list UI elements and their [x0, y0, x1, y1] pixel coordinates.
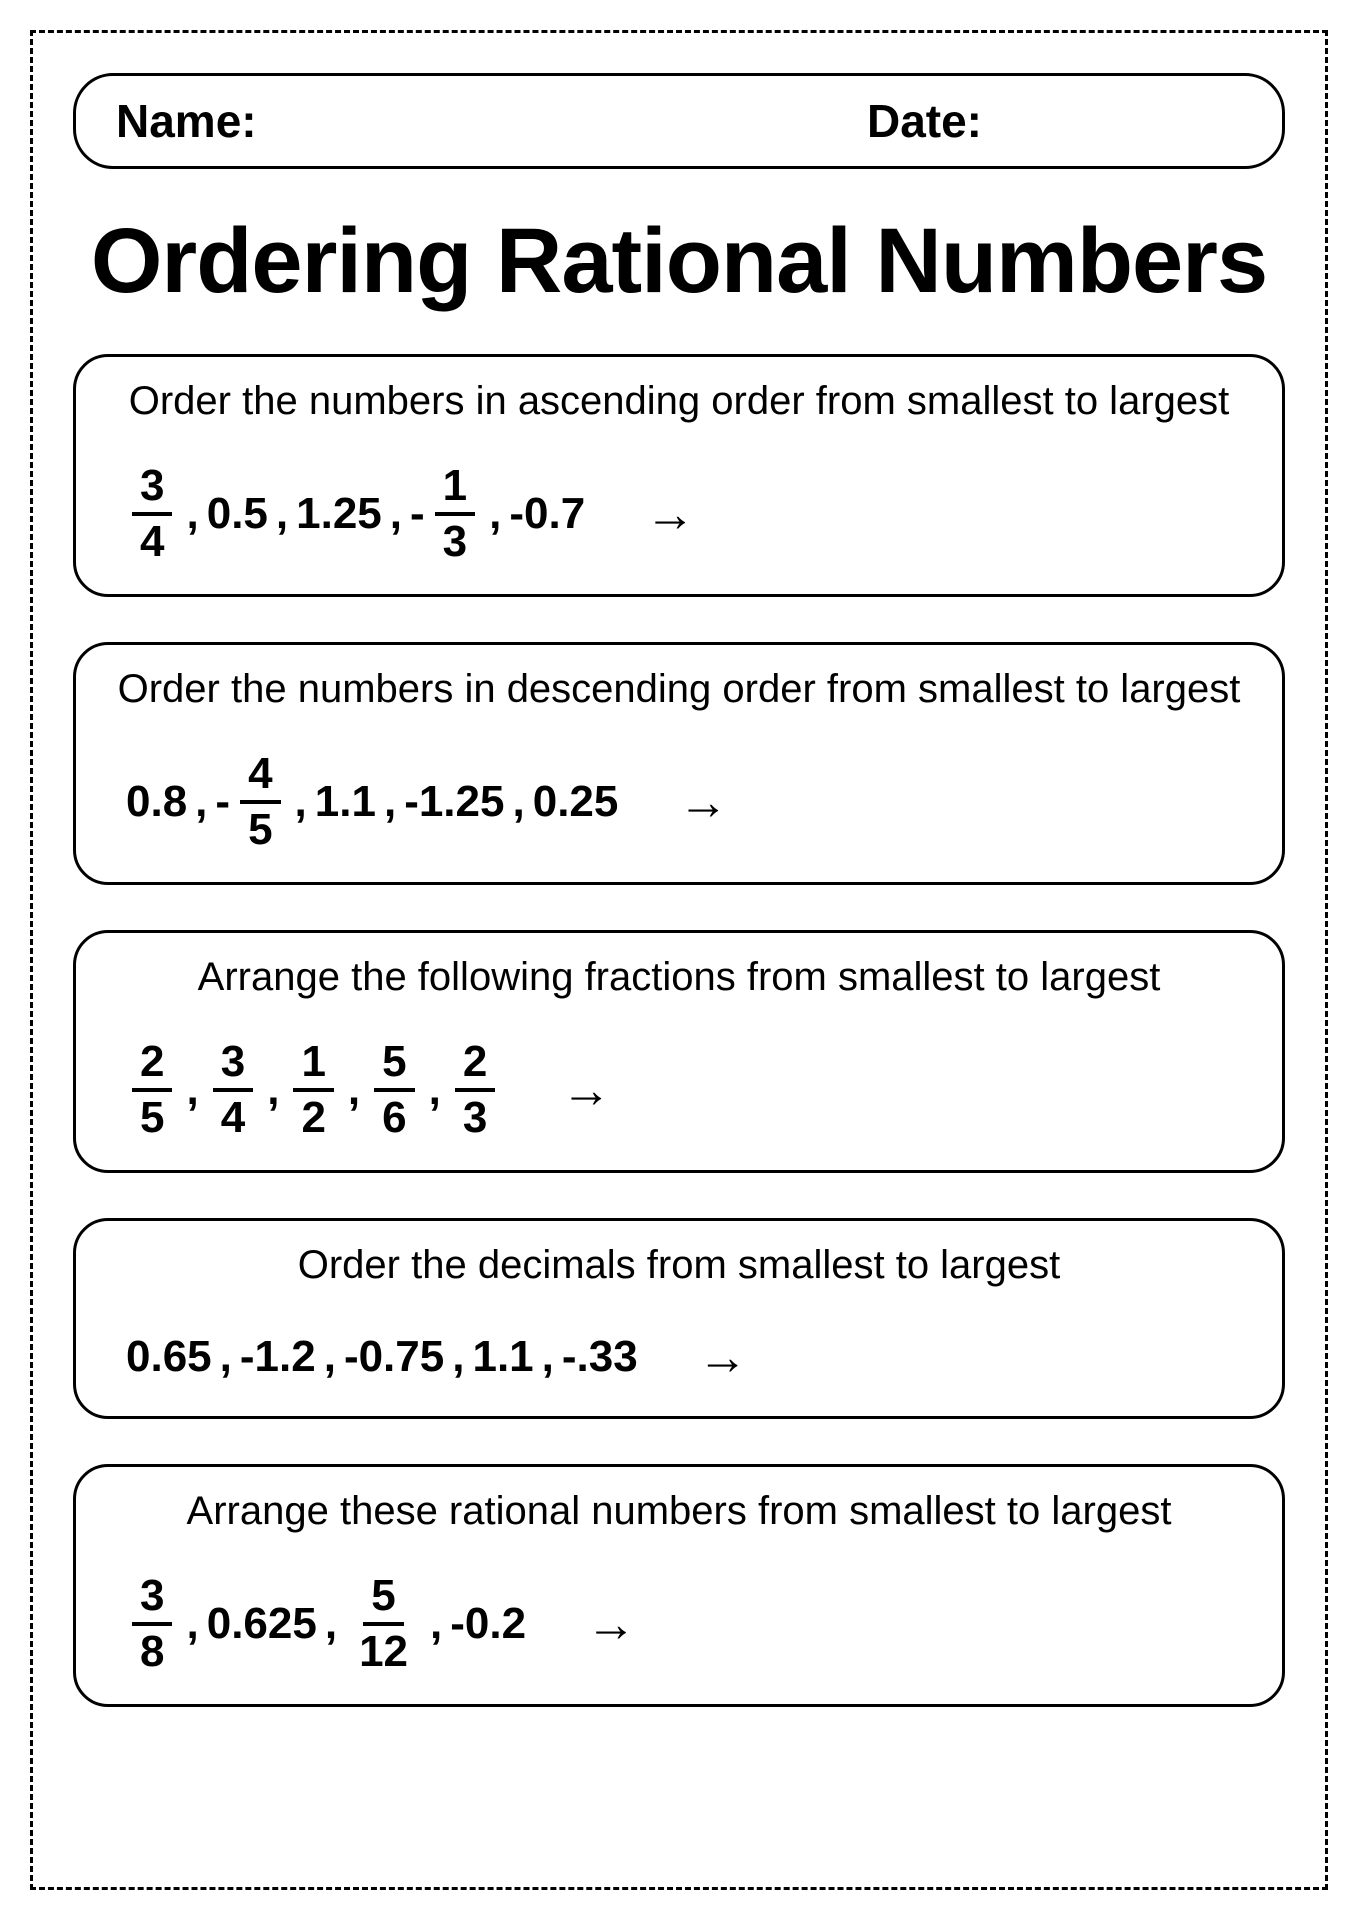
arrow-icon: →	[645, 485, 695, 543]
arrow-icon: →	[698, 1328, 748, 1386]
problem-box: Arrange these rational numbers from smal…	[73, 1464, 1285, 1707]
number: -0.7	[509, 489, 585, 539]
separator: ,	[390, 489, 402, 539]
separator: ,	[384, 777, 396, 827]
name-label: Name:	[116, 94, 257, 148]
number: 0.65	[126, 1332, 212, 1382]
arrow-icon: →	[678, 773, 728, 831]
numbers-row: 0.8,-45,1.1,-1.25,0.25→	[116, 752, 1242, 852]
problem-box: Arrange the following fractions from sma…	[73, 930, 1285, 1173]
fraction: 56	[374, 1040, 414, 1140]
denominator: 5	[132, 1092, 172, 1140]
problem-instruction: Order the decimals from smallest to larg…	[116, 1243, 1242, 1288]
problem-instruction: Arrange the following fractions from sma…	[116, 955, 1242, 1000]
minus-sign: -	[215, 777, 230, 827]
separator: ,	[276, 489, 288, 539]
negative-fraction: -13	[410, 464, 481, 564]
numerator: 5	[374, 1040, 414, 1092]
numbers-row: 38,0.625,512,-0.2→	[116, 1574, 1242, 1674]
number: 0.8	[126, 777, 187, 827]
denominator: 12	[351, 1626, 416, 1674]
fraction: 38	[132, 1574, 172, 1674]
number: 1.1	[472, 1332, 533, 1382]
denominator: 4	[213, 1092, 253, 1140]
numbers-row: 34,0.5,1.25,-13,-0.7→	[116, 464, 1242, 564]
separator: ,	[429, 1065, 441, 1115]
separator: ,	[186, 1065, 198, 1115]
problem-instruction: Arrange these rational numbers from smal…	[116, 1489, 1242, 1534]
separator: ,	[267, 1065, 279, 1115]
numerator: 3	[213, 1040, 253, 1092]
fraction: 25	[132, 1040, 172, 1140]
separator: ,	[186, 1599, 198, 1649]
arrow-icon: →	[561, 1061, 611, 1119]
number: 0.25	[533, 777, 619, 827]
number: 0.625	[207, 1599, 317, 1649]
numerator: 2	[455, 1040, 495, 1092]
separator: ,	[295, 777, 307, 827]
separator: ,	[186, 489, 198, 539]
fraction: 12	[293, 1040, 333, 1140]
problem-instruction: Order the numbers in descending order fr…	[116, 667, 1242, 712]
numerator: 1	[435, 464, 475, 516]
problem-box: Order the numbers in ascending order fro…	[73, 354, 1285, 597]
numerator: 3	[132, 464, 172, 516]
separator: ,	[348, 1065, 360, 1115]
numbers-row: 0.65,-1.2,-0.75,1.1,-.33→	[116, 1328, 1242, 1386]
separator: ,	[195, 777, 207, 827]
denominator: 2	[293, 1092, 333, 1140]
number: 0.5	[207, 489, 268, 539]
date-label: Date:	[867, 94, 982, 148]
denominator: 8	[132, 1626, 172, 1674]
denominator: 3	[435, 516, 475, 564]
minus-sign: -	[410, 489, 425, 539]
number: -0.2	[450, 1599, 526, 1649]
number: -1.2	[240, 1332, 316, 1382]
separator: ,	[220, 1332, 232, 1382]
numerator: 1	[293, 1040, 333, 1092]
separator: ,	[430, 1599, 442, 1649]
numbers-row: 25,34,12,56,23→	[116, 1040, 1242, 1140]
fraction: 34	[132, 464, 172, 564]
denominator: 6	[374, 1092, 414, 1140]
negative-fraction: -45	[215, 752, 286, 852]
problem-box: Order the decimals from smallest to larg…	[73, 1218, 1285, 1419]
number: 1.25	[296, 489, 382, 539]
worksheet-title: Ordering Rational Numbers	[73, 209, 1285, 314]
fraction: 512	[351, 1574, 416, 1674]
number: -1.25	[404, 777, 504, 827]
worksheet-border: Name: Date: Ordering Rational Numbers Or…	[30, 30, 1328, 1890]
separator: ,	[325, 1599, 337, 1649]
numerator: 2	[132, 1040, 172, 1092]
number: -0.75	[344, 1332, 444, 1382]
separator: ,	[512, 777, 524, 827]
numerator: 4	[240, 752, 280, 804]
fraction: 34	[213, 1040, 253, 1140]
problem-box: Order the numbers in descending order fr…	[73, 642, 1285, 885]
number: -.33	[562, 1332, 638, 1382]
fraction: 13	[435, 464, 475, 564]
separator: ,	[489, 489, 501, 539]
denominator: 4	[132, 516, 172, 564]
separator: ,	[542, 1332, 554, 1382]
separator: ,	[324, 1332, 336, 1382]
arrow-icon: →	[586, 1595, 636, 1653]
denominator: 3	[455, 1092, 495, 1140]
separator: ,	[452, 1332, 464, 1382]
denominator: 5	[240, 804, 280, 852]
name-date-header: Name: Date:	[73, 73, 1285, 169]
fraction: 45	[240, 752, 280, 852]
numerator: 3	[132, 1574, 172, 1626]
problem-instruction: Order the numbers in ascending order fro…	[116, 379, 1242, 424]
number: 1.1	[315, 777, 376, 827]
fraction: 23	[455, 1040, 495, 1140]
numerator: 5	[363, 1574, 403, 1626]
problems-container: Order the numbers in ascending order fro…	[73, 354, 1285, 1707]
